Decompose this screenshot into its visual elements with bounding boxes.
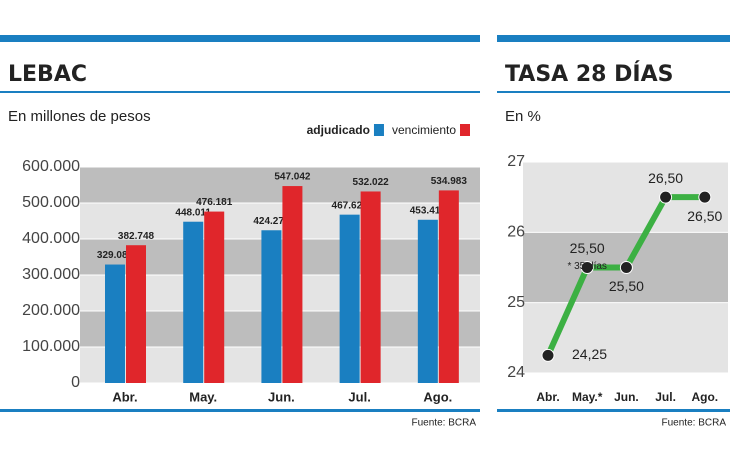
- subtitle: En millones de pesos: [8, 108, 151, 125]
- point: [619, 261, 633, 274]
- title-rule: [497, 91, 730, 93]
- bottom-rule: [0, 409, 480, 412]
- value-label: 532.022: [353, 177, 390, 188]
- bar: [261, 230, 282, 383]
- bottom-rule: [497, 409, 730, 412]
- x-tick-label: Jul.: [348, 389, 370, 404]
- top-rule: [0, 35, 480, 42]
- bar: [105, 264, 125, 383]
- value-label: 382.748: [118, 231, 155, 242]
- point: [580, 261, 594, 274]
- value-label: 476.181: [196, 197, 233, 208]
- top-rule: [497, 35, 730, 42]
- x-tick-label: May.*: [572, 390, 603, 404]
- source: Fuente: BCRA: [412, 418, 477, 429]
- value-label: 329.087: [97, 250, 134, 261]
- x-tick-label: Ago.: [423, 389, 452, 404]
- y-tick-label: 500.000: [22, 194, 80, 211]
- y-tick-label: 600.000: [22, 158, 80, 175]
- y-tick-label: 400.000: [22, 230, 80, 247]
- y-tick-label: 24: [507, 364, 525, 381]
- bar: [417, 219, 438, 383]
- y-tick-label: 26: [507, 224, 525, 241]
- bar: [282, 186, 303, 383]
- point: [698, 190, 712, 204]
- legend-label: vencimiento: [392, 123, 456, 137]
- value-label: 534.983: [431, 176, 468, 187]
- y-tick-label: 200.000: [22, 302, 80, 319]
- value-label: 453.416: [410, 205, 447, 216]
- point: [659, 190, 673, 204]
- legend-swatch: [460, 124, 470, 136]
- value-label: 26,50: [687, 208, 722, 224]
- value-label: 467.623: [332, 200, 369, 211]
- y-tick-label: 100.000: [22, 338, 80, 355]
- annotation: * 35 días: [567, 261, 606, 272]
- y-tick-label: 27: [507, 153, 525, 170]
- grid-band: [80, 167, 480, 203]
- bar: [204, 211, 225, 383]
- value-label: 448.011: [175, 207, 211, 218]
- y-tick-label: 25: [507, 294, 525, 311]
- bar: [126, 245, 146, 383]
- legend-swatch: [373, 124, 384, 136]
- x-tick-label: Jun.: [614, 390, 639, 404]
- legend-label: adjudicado: [307, 123, 370, 137]
- x-tick-label: Ago.: [691, 390, 718, 404]
- y-tick-label: 0: [71, 374, 80, 391]
- value-label: 547.042: [274, 172, 311, 183]
- bar: [360, 191, 381, 383]
- value-label: 25,50: [570, 240, 605, 256]
- bar: [183, 221, 204, 383]
- point: [541, 348, 555, 362]
- value-label: 26,50: [648, 170, 683, 186]
- x-tick-label: May.: [189, 389, 217, 404]
- bar: [339, 214, 360, 383]
- value-label: 25,50: [609, 278, 644, 294]
- value-label: 24,25: [572, 346, 607, 362]
- chart-title: TASA 28 DÍAS: [505, 61, 673, 87]
- y-tick-label: 300.000: [22, 266, 80, 283]
- chart-title: LEBAC: [8, 62, 87, 87]
- x-tick-label: Jul.: [655, 390, 676, 404]
- value-label: 424.272: [253, 216, 290, 227]
- x-tick-label: Jun.: [268, 389, 295, 404]
- bar: [438, 190, 459, 383]
- title-rule: [0, 91, 480, 93]
- subtitle: En %: [505, 108, 541, 125]
- x-tick-label: Abr.: [536, 390, 559, 404]
- source: Fuente: BCRA: [662, 418, 727, 429]
- x-tick-label: Abr.: [112, 389, 137, 404]
